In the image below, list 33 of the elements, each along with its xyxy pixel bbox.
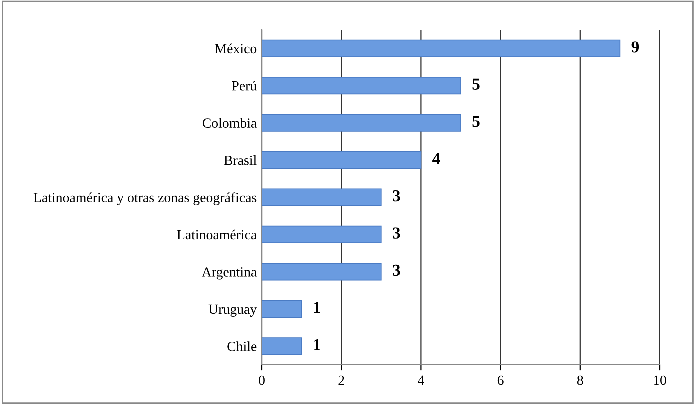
y-tick-label: México	[215, 44, 257, 54]
data-label: 4	[432, 153, 440, 164]
bar	[262, 338, 302, 356]
x-tick-label: 8	[577, 376, 584, 386]
y-tick-label: Perú	[232, 80, 257, 91]
x-tick-label: 0	[259, 376, 265, 386]
data-label: 9	[632, 42, 640, 53]
y-tick-label: Argentina	[202, 268, 257, 280]
bar	[262, 188, 382, 206]
data-label: 5	[472, 78, 480, 90]
x-tick-label: 2	[338, 376, 344, 386]
y-tick-label: Uruguay	[208, 304, 258, 317]
x-tick-label: 6	[498, 376, 504, 386]
data-label: 5	[472, 116, 480, 128]
y-tick-label: Chile	[228, 342, 257, 352]
data-label: 1	[314, 302, 320, 314]
bar	[262, 300, 302, 318]
data-label: 3	[393, 264, 400, 276]
bar	[262, 226, 382, 244]
bar	[262, 114, 462, 132]
y-tick-label: Latinoamérica	[177, 230, 257, 240]
bar	[262, 151, 422, 170]
bar	[262, 263, 382, 281]
x-tick-label: 10	[654, 376, 666, 386]
bar	[262, 40, 621, 58]
data-label: 1	[314, 339, 320, 350]
y-tick-label: Latinoamérica y otras zonas geográficas	[34, 192, 257, 206]
x-tick-label: 4	[418, 376, 424, 386]
y-tick-label: Colombia	[202, 118, 257, 128]
data-label: 3	[393, 228, 400, 239]
data-label: 3	[393, 190, 400, 202]
bar	[262, 77, 462, 95]
y-tick-label: Brasil	[224, 155, 257, 166]
